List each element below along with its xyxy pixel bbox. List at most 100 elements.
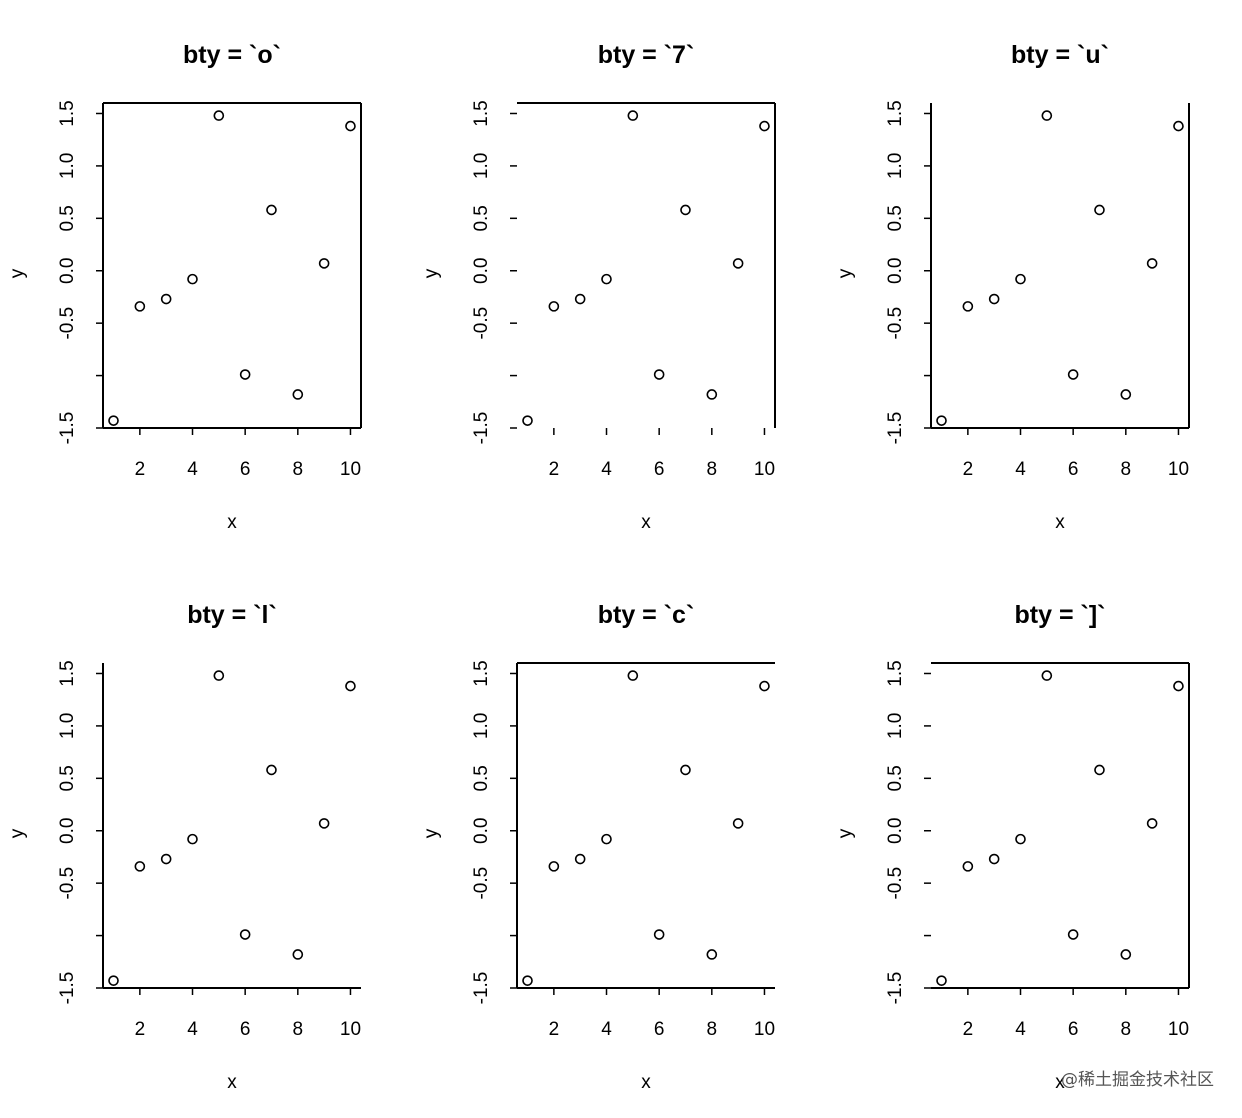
y-tick-label: 0.0 xyxy=(57,818,78,844)
chart-title: bty = `7` xyxy=(598,41,695,69)
x-tick-label: 8 xyxy=(1121,459,1132,480)
y-tick-label: 0.0 xyxy=(885,818,906,844)
chart-title: bty = `]` xyxy=(1015,601,1106,629)
y-tick-label: 0.5 xyxy=(885,765,906,791)
data-point xyxy=(1173,120,1184,132)
data-point xyxy=(962,301,974,312)
data-point xyxy=(239,369,251,380)
data-point xyxy=(345,120,356,132)
y-tick-label: -1.5 xyxy=(885,972,906,1005)
y-tick-label: 0.0 xyxy=(471,258,492,284)
y-tick-label: 1.5 xyxy=(885,100,906,126)
y-tick-label: 1.5 xyxy=(57,100,78,126)
y-axis-label: y xyxy=(835,268,856,278)
data-point xyxy=(680,764,691,776)
x-tick-label: 6 xyxy=(654,459,665,480)
x-axis-label: x xyxy=(1055,1072,1065,1093)
data-point xyxy=(574,293,586,305)
y-tick-label: 0.5 xyxy=(57,205,78,231)
panel-4: bty = `l` 2 4 6 8 10 -1.5 -0.5 0.0 0.5 1.0 1.5 x y xyxy=(7,601,361,1093)
data-point xyxy=(292,949,304,960)
data-point xyxy=(239,929,251,940)
x-tick-label: 8 xyxy=(293,1019,304,1040)
y-tick-label: 1.0 xyxy=(471,713,492,739)
data-point xyxy=(1067,369,1079,380)
data-point xyxy=(653,929,665,940)
y-tick-label: -0.5 xyxy=(885,307,906,340)
x-tick-label: 8 xyxy=(707,459,718,480)
x-tick-label: 2 xyxy=(549,1019,560,1040)
x-tick-label: 8 xyxy=(293,459,304,480)
data-point xyxy=(266,764,277,776)
y-tick-label: 1.0 xyxy=(57,153,78,179)
y-tick-label: 1.5 xyxy=(471,660,492,686)
y-tick-label: 1.0 xyxy=(885,153,906,179)
y-tick-label: -1.5 xyxy=(57,972,78,1005)
y-tick-label: -0.5 xyxy=(885,867,906,900)
x-tick-label: 4 xyxy=(601,459,612,480)
data-point xyxy=(548,301,560,312)
panel-2: bty = `7` 2 4 6 8 10 -1.5 -0.5 0.0 0.5 1.0 1.5 x y xyxy=(421,41,776,533)
panel-3: bty = `u` 2 4 6 8 10 -1.5 -0.5 0.0 0.5 1.0 1.5 x y xyxy=(835,41,1190,533)
x-tick-label: 2 xyxy=(963,1019,974,1040)
data-point xyxy=(134,301,146,312)
data-point xyxy=(1041,110,1053,121)
data-point xyxy=(548,861,560,872)
data-point xyxy=(522,415,533,426)
y-tick-label: 1.5 xyxy=(471,100,492,126)
data-point xyxy=(134,861,146,872)
y-axis-label: y xyxy=(7,828,28,838)
data-point xyxy=(601,833,612,845)
data-point xyxy=(759,120,770,132)
data-point xyxy=(706,389,718,400)
x-tick-label: 10 xyxy=(1168,459,1189,480)
data-point xyxy=(1120,949,1132,960)
data-point xyxy=(213,670,225,681)
x-tick-label: 4 xyxy=(1015,459,1026,480)
y-tick-label: 0.0 xyxy=(471,818,492,844)
y-tick-label: 0.5 xyxy=(471,205,492,231)
data-point xyxy=(936,975,947,986)
y-tick-label: 0.5 xyxy=(57,765,78,791)
x-tick-label: 10 xyxy=(1168,1019,1189,1040)
data-point xyxy=(601,273,612,285)
data-point xyxy=(1067,929,1079,940)
data-point xyxy=(266,204,277,216)
y-tick-label: -0.5 xyxy=(471,867,492,900)
x-tick-label: 10 xyxy=(754,1019,775,1040)
y-axis-label: y xyxy=(835,828,856,838)
data-point xyxy=(1015,833,1026,845)
data-point xyxy=(108,975,119,986)
data-point xyxy=(732,818,744,829)
data-point xyxy=(345,680,356,692)
x-tick-label: 2 xyxy=(963,459,974,480)
x-axis-label: x xyxy=(641,512,651,533)
data-point xyxy=(1120,389,1132,400)
data-point xyxy=(759,680,770,692)
chart-title: bty = `c` xyxy=(598,601,695,629)
panel-1: bty = `o` 2 4 6 8 10 -1.5 -0.5 0.0 0.5 1.0 1.5 x y xyxy=(7,41,362,533)
y-tick-label: -1.5 xyxy=(57,412,78,445)
chart-title: bty = `l` xyxy=(187,601,277,629)
data-point xyxy=(187,273,198,285)
x-tick-label: 8 xyxy=(707,1019,718,1040)
data-point xyxy=(160,853,172,865)
data-point xyxy=(292,389,304,400)
x-tick-label: 2 xyxy=(135,1019,146,1040)
y-tick-label: 1.5 xyxy=(57,660,78,686)
x-tick-label: 10 xyxy=(340,1019,361,1040)
x-axis-label: x xyxy=(1055,512,1065,533)
data-point xyxy=(988,293,1000,305)
data-point xyxy=(574,853,586,865)
data-point xyxy=(1146,258,1158,269)
data-point xyxy=(187,833,198,845)
data-point xyxy=(1094,764,1105,776)
data-point xyxy=(680,204,691,216)
data-point xyxy=(108,415,119,426)
data-point xyxy=(213,110,225,121)
y-tick-label: 1.5 xyxy=(885,660,906,686)
x-tick-label: 6 xyxy=(1068,1019,1079,1040)
data-point xyxy=(318,258,330,269)
data-point xyxy=(627,670,639,681)
y-tick-label: 0.5 xyxy=(471,765,492,791)
